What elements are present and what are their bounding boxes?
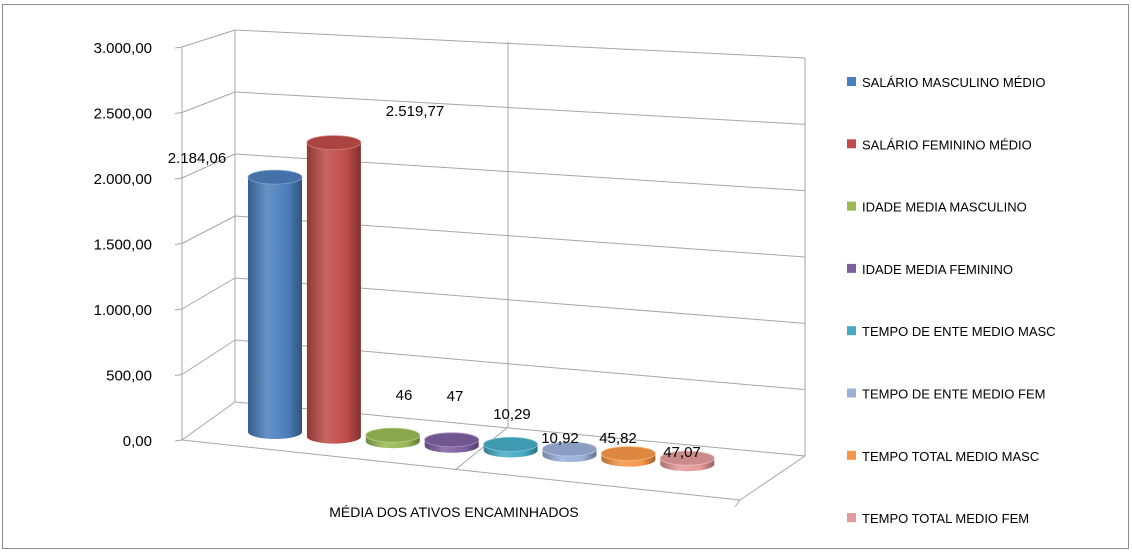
- tick-mark: [174, 177, 183, 180]
- data-label: 47: [447, 388, 464, 405]
- bar-top: [601, 446, 656, 462]
- data-label: 45,82: [599, 430, 637, 447]
- bar-7: [601, 446, 656, 467]
- y-tick-label: 1.500,00: [94, 237, 152, 254]
- legend: SALÁRIO MASCULINO MÉDIO SALÁRIO FEMININO …: [847, 75, 1056, 526]
- legend-label: TEMPO DE ENTE MEDIO MASC: [862, 324, 1056, 339]
- data-label: 10,29: [493, 406, 531, 423]
- y-tick-label: 3.000,00: [94, 40, 152, 57]
- tick-mark: [174, 374, 183, 376]
- bar-1: [247, 169, 303, 439]
- bar-top: [365, 427, 421, 443]
- bar-3: [365, 427, 421, 449]
- legend-item: TEMPO DE ENTE MEDIO MASC: [847, 324, 1056, 339]
- legend-item: SALÁRIO MASCULINO MÉDIO: [847, 75, 1045, 90]
- side-gridline: [181, 91, 236, 113]
- legend-item: TEMPO TOTAL MEDIO MASC: [847, 449, 1039, 464]
- data-label: 2.519,77: [386, 103, 444, 120]
- back-gridline: [234, 91, 806, 125]
- floor-edge: [181, 439, 741, 501]
- side-gridline: [181, 401, 236, 441]
- legend-label: TEMPO DE ENTE MEDIO FEM: [862, 387, 1045, 402]
- data-label: 47,07: [663, 444, 701, 461]
- legend-swatch: [847, 139, 856, 149]
- legend-label: TEMPO TOTAL MEDIO MASC: [862, 449, 1039, 464]
- bar-body: [306, 142, 361, 444]
- legend-swatch: [847, 326, 856, 336]
- bar-5: [483, 436, 539, 458]
- bar-4: [424, 432, 480, 453]
- bar-top: [659, 450, 715, 466]
- legend-label: SALÁRIO FEMININO MÉDIO: [862, 137, 1032, 152]
- legend-label: IDADE MEDIA MASCULINO: [862, 200, 1027, 215]
- legend-item: TEMPO DE ENTE MEDIO FEM: [847, 387, 1045, 402]
- legend-label: TEMPO TOTAL MEDIO FEM: [862, 511, 1029, 526]
- bar-top: [483, 436, 539, 452]
- bar-top: [542, 441, 597, 457]
- data-label: 46: [396, 387, 413, 404]
- legend-item: IDADE MEDIA FEMININO: [847, 262, 1013, 277]
- y-axis-ticks: 0,00 500,00 1.000,00 1.500,00 2.000,00 2.500,…: [94, 40, 152, 450]
- side-gridline: [181, 29, 236, 48]
- tick-mark: [174, 308, 183, 311]
- legend-swatch: [847, 201, 856, 211]
- legend-swatch: [847, 263, 856, 273]
- legend-label: IDADE MEDIA FEMININO: [862, 262, 1013, 277]
- tick-mark: [174, 46, 183, 49]
- tick-mark: [174, 112, 183, 114]
- y-tick-label: 0,00: [123, 433, 152, 450]
- bar-2: [306, 135, 362, 444]
- legend-item: IDADE MEDIA MASCULINO: [847, 200, 1027, 215]
- side-gridline: [181, 215, 236, 244]
- legend-item: TEMPO TOTAL MEDIO FEM: [847, 511, 1029, 526]
- bar-top: [306, 135, 362, 151]
- chart-frame: [2, 4, 1129, 549]
- x-category-label: MÉDIA DOS ATIVOS ENCAMINHADOS: [329, 504, 578, 520]
- y-tick-label: 500,00: [106, 368, 152, 385]
- legend-item: SALÁRIO FEMININO MÉDIO: [847, 137, 1032, 152]
- legend-swatch: [847, 450, 856, 460]
- floor-divider: [454, 426, 509, 471]
- side-gridline: [181, 339, 236, 375]
- data-label: 2.184,06: [168, 150, 226, 167]
- legend-swatch: [847, 388, 856, 398]
- data-label: 10,92: [541, 430, 579, 447]
- bar-body: [248, 177, 302, 439]
- legend-swatch: [847, 513, 856, 523]
- tick-mark: [174, 243, 183, 245]
- side-gridline: [181, 153, 236, 179]
- bar-top: [247, 169, 303, 185]
- y-tick-label: 1.000,00: [94, 302, 152, 319]
- tick-mark: [734, 499, 741, 508]
- back-gridline: [234, 29, 806, 59]
- floor-edge: [739, 455, 806, 501]
- legend-label: SALÁRIO MASCULINO MÉDIO: [862, 75, 1045, 90]
- bar-6: [542, 441, 597, 462]
- side-gridline: [181, 277, 236, 310]
- bars-group: [247, 135, 715, 472]
- tick-mark: [174, 439, 183, 442]
- bar-8: [659, 450, 715, 472]
- y-tick-label: 2.000,00: [94, 171, 152, 188]
- y-tick-label: 2.500,00: [94, 106, 152, 123]
- data-labels: 2.184,06 2.519,77 46 47 10,29 10,92 45,82 47,07: [168, 103, 701, 461]
- legend-swatch: [847, 77, 856, 86]
- bar-top: [424, 432, 480, 448]
